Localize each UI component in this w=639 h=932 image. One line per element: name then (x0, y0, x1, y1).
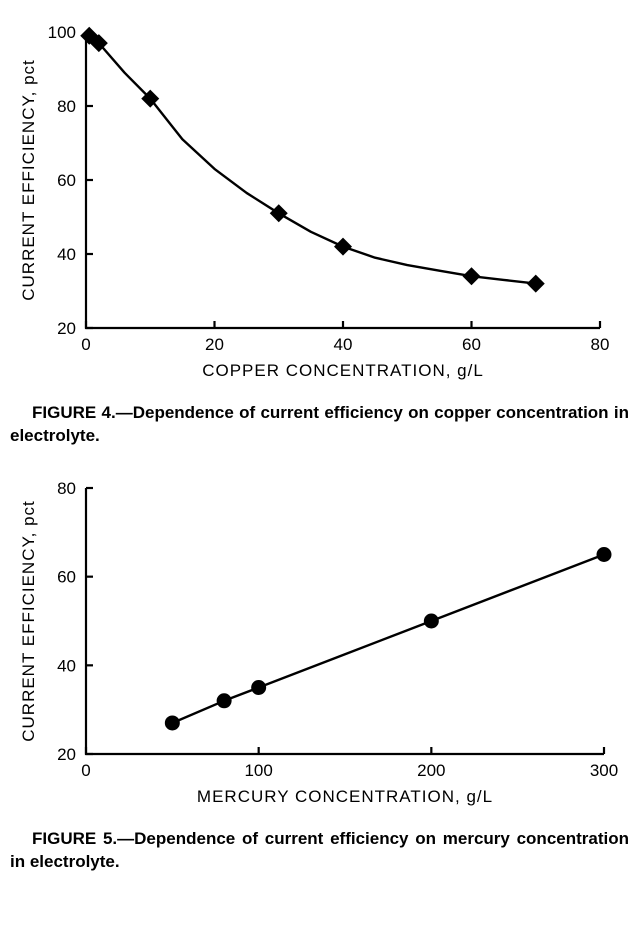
data-point-circle (251, 680, 266, 695)
series-line (89, 36, 536, 284)
y-axis-label: CURRENT EFFICIENCY, pct (19, 500, 38, 742)
y-tick-label: 60 (57, 568, 76, 587)
x-tick-label: 200 (417, 761, 445, 780)
data-point-circle (165, 715, 180, 730)
data-point-diamond (527, 275, 545, 293)
x-axis-label: MERCURY CONCENTRATION, g/L (197, 787, 493, 806)
figure-5-caption-text: FIGURE 5.—Dependence of current efficien… (10, 829, 629, 871)
y-tick-label: 60 (57, 171, 76, 190)
x-tick-label: 60 (462, 335, 481, 354)
y-tick-label: 40 (57, 656, 76, 675)
x-tick-label: 80 (591, 335, 610, 354)
data-point-circle (217, 693, 232, 708)
data-point-diamond (463, 267, 481, 285)
figure-4-caption: FIGURE 4.—Dependence of current efficien… (8, 402, 631, 448)
x-tick-label: 0 (81, 335, 90, 354)
y-tick-label: 80 (57, 479, 76, 498)
y-tick-label: 100 (48, 23, 76, 42)
x-axis-label: COPPER CONCENTRATION, g/L (202, 361, 484, 380)
data-point-diamond (334, 238, 352, 256)
x-tick-label: 300 (590, 761, 618, 780)
x-tick-label: 40 (334, 335, 353, 354)
data-point-circle (424, 613, 439, 628)
y-tick-label: 40 (57, 245, 76, 264)
figure-4-caption-text: FIGURE 4.—Dependence of current efficien… (10, 403, 629, 445)
figure-5-block: 0 100 200 300 20 40 60 80 MERCURY CONCENTRATION,… (8, 476, 631, 874)
y-axis-label: CURRENT EFFICIENCY, pct (19, 59, 38, 301)
figure-5-caption: FIGURE 5.—Dependence of current efficien… (8, 828, 631, 874)
y-tick-label: 20 (57, 319, 76, 338)
data-point-circle (597, 547, 612, 562)
series-line (172, 554, 604, 722)
x-tick-label: 0 (81, 761, 90, 780)
x-tick-label: 20 (205, 335, 224, 354)
y-tick-label: 20 (57, 745, 76, 764)
figure-4-block: 0 20 40 60 80 20 40 60 80 100 COPPER CONCENTRATION… (8, 20, 631, 448)
x-tick-label: 100 (244, 761, 272, 780)
figure-5-chart: 0 100 200 300 20 40 60 80 MERCURY CONCENTRATION,… (8, 476, 620, 816)
figure-4-chart: 0 20 40 60 80 20 40 60 80 100 COPPER CONCENTRATION… (8, 20, 618, 390)
data-point-diamond (270, 204, 288, 222)
y-tick-label: 80 (57, 97, 76, 116)
